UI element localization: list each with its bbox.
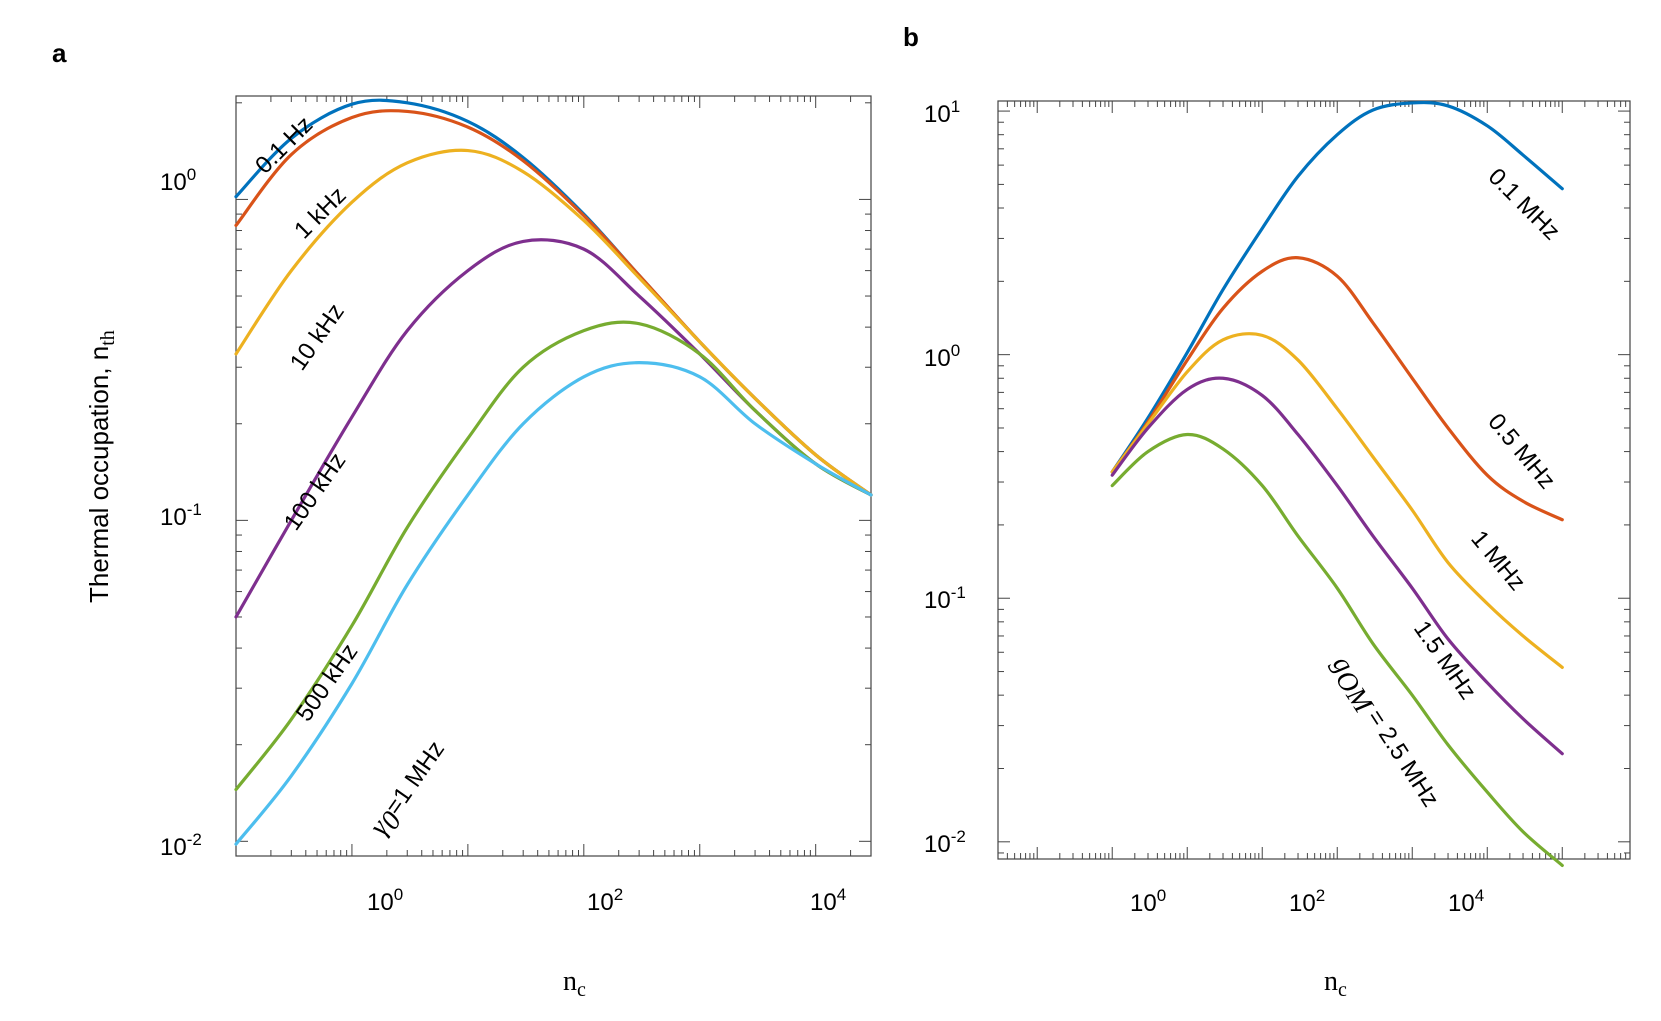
b-xtick-label-2: 104 xyxy=(1448,886,1484,917)
b-series-0 xyxy=(1110,100,1564,474)
b-series-4 xyxy=(1110,432,1564,868)
a-label-100khz: 100 kHz xyxy=(279,448,352,536)
a-series-5 xyxy=(234,361,873,846)
panel-b-frame xyxy=(997,100,1631,860)
panel-b-ticks xyxy=(997,101,1631,859)
a-label-10khz: 10 kHz xyxy=(285,299,350,376)
b-xtick-label-1: 102 xyxy=(1289,886,1325,917)
a-ytick-label-1: 10-1 xyxy=(160,500,202,531)
b-label-0-1mhz: 0.1 MHz xyxy=(1483,163,1565,245)
panel-a: a 100 10-1 10-2 100 102 104 nc Thermal o… xyxy=(52,38,873,1001)
a-label-0-1hz: 0.1 Hz xyxy=(250,111,318,179)
a-ytick-label-0: 100 xyxy=(160,165,196,196)
a-xtick-label-1: 102 xyxy=(587,885,623,916)
a-x-axis-title: nc xyxy=(563,966,586,1001)
panel-b-curves xyxy=(1110,100,1564,868)
a-ytick-label-2: 10-2 xyxy=(160,830,202,861)
b-label-1mhz: 1 MHz xyxy=(1465,526,1530,596)
a-series-2 xyxy=(234,148,873,497)
b-label-1-5mhz: 1.5 MHz xyxy=(1408,616,1481,705)
a-y-axis-title: Thermal occupation, nth xyxy=(84,330,119,603)
b-series-1 xyxy=(1110,256,1564,522)
panel-b: b 101 100 10-1 10-2 100 102 104 nc 0.1 M… xyxy=(903,22,1631,1001)
b-ytick-label-1: 100 xyxy=(924,341,960,372)
b-xtick-label-0: 100 xyxy=(1130,886,1166,917)
a-xtick-label-2: 104 xyxy=(810,885,846,916)
a-label-1mhz: γ0=1 MHz xyxy=(363,734,455,844)
b-x-axis-title: nc xyxy=(1324,966,1347,1001)
panel-a-curves xyxy=(234,98,873,846)
b-series-3 xyxy=(1110,376,1564,756)
a-series-4 xyxy=(234,320,873,792)
b-series-2 xyxy=(1110,332,1564,670)
b-ytick-label-2: 10-1 xyxy=(924,583,966,614)
a-xtick-label-0: 100 xyxy=(367,885,403,916)
b-ytick-label-0: 101 xyxy=(924,97,960,128)
panel-a-frame xyxy=(235,95,872,857)
panel-b-label: b xyxy=(903,22,919,52)
panel-a-label: a xyxy=(52,38,67,68)
a-series-0 xyxy=(234,98,873,497)
b-label-2-5mhz: gOM= 2.5 MHz xyxy=(1321,650,1447,816)
b-ytick-label-3: 10-2 xyxy=(924,827,966,858)
